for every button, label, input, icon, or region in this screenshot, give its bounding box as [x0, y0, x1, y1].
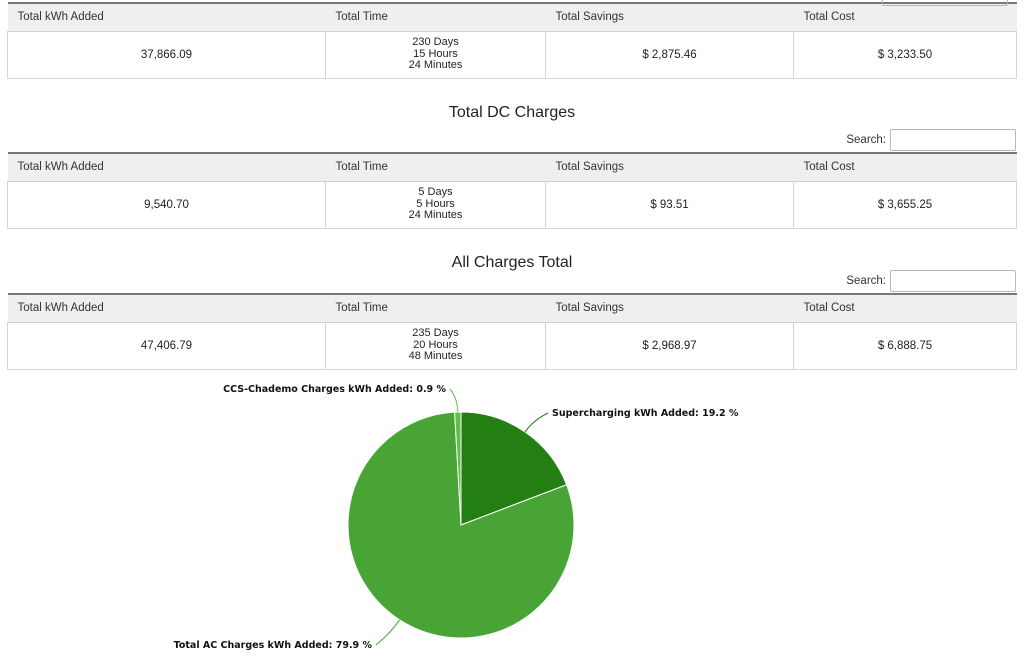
col-header-time[interactable]: Total Time [325, 293, 546, 323]
savings-cell: $ 93.51 [545, 180, 794, 229]
search-label: Search: [846, 134, 886, 146]
cost-cell: $ 3,655.25 [793, 180, 1017, 229]
col-header-kwh[interactable]: Total kWh Added [7, 152, 326, 182]
col-header-savings[interactable]: Total Savings [545, 2, 794, 32]
time-hours: 15 Hours [413, 47, 458, 60]
time-cell: 230 Days 15 Hours 24 Minutes [325, 30, 546, 79]
savings-cell: $ 2,875.46 [545, 30, 794, 79]
ac-totals-table: Total kWh Added Total Time Total Savings… [7, 2, 1017, 79]
time-cell: 5 Days 5 Hours 24 Minutes [325, 180, 546, 229]
col-header-kwh[interactable]: Total kWh Added [7, 293, 326, 323]
search-input-dc[interactable] [890, 129, 1016, 151]
time-minutes: 24 Minutes [408, 59, 463, 72]
pie-slice-label: Total AC Charges kWh Added: 79.9 % [174, 640, 373, 651]
all-totals-table-wrap: Total kWh Added Total Time Total Savings… [7, 293, 1017, 370]
col-header-savings[interactable]: Total Savings [545, 152, 794, 182]
dc-totals-table-wrap: Total kWh Added Total Time Total Savings… [7, 152, 1017, 229]
search-label: Search: [846, 275, 886, 287]
kwh-cell: 9,540.70 [7, 180, 326, 229]
time-days: 230 Days [412, 36, 459, 49]
time-cell: 235 Days 20 Hours 48 Minutes [325, 321, 546, 370]
col-header-cost[interactable]: Total Cost [793, 152, 1017, 182]
pie-label-connector [375, 619, 400, 646]
search-input-all[interactable] [890, 270, 1016, 292]
time-days: 235 Days [412, 327, 459, 340]
pie-label-connector [524, 412, 549, 433]
search-dc: Search: [846, 129, 1016, 151]
time-hours: 20 Hours [413, 338, 458, 351]
col-header-time[interactable]: Total Time [325, 152, 546, 182]
cost-cell: $ 6,888.75 [793, 321, 1017, 370]
col-header-savings[interactable]: Total Savings [545, 293, 794, 323]
top-search-input[interactable] [882, 0, 1008, 6]
savings-cell: $ 2,968.97 [545, 321, 794, 370]
cost-cell: $ 3,233.50 [793, 30, 1017, 79]
time-hours: 5 Hours [416, 197, 455, 210]
pie-label-connector [449, 388, 459, 413]
pie-slice-label: Supercharging kWh Added: 19.2 % [552, 408, 739, 419]
all-totals-table: Total kWh Added Total Time Total Savings… [7, 293, 1017, 370]
section-title-dc: Total DC Charges [448, 104, 576, 121]
pie-slice-label: CCS-Chademo Charges kWh Added: 0.9 % [223, 384, 446, 395]
col-header-cost[interactable]: Total Cost [793, 2, 1017, 32]
ac-totals-table-wrap: Total kWh Added Total Time Total Savings… [7, 0, 1017, 79]
section-title-all: All Charges Total [451, 254, 573, 271]
col-header-time[interactable]: Total Time [325, 2, 546, 32]
time-minutes: 48 Minutes [408, 350, 463, 363]
pie-slice[interactable] [347, 411, 575, 639]
col-header-kwh[interactable]: Total kWh Added [7, 2, 326, 32]
search-all: Search: [846, 270, 1016, 292]
kwh-share-pie-chart: Supercharging kWh Added: 19.2 % Total AC … [174, 384, 739, 651]
table-row: 47,406.79 235 Days 20 Hours 48 Minutes $… [7, 321, 1017, 370]
dc-totals-table: Total kWh Added Total Time Total Savings… [7, 152, 1017, 229]
col-header-cost[interactable]: Total Cost [793, 293, 1017, 323]
table-row: 37,866.09 230 Days 15 Hours 24 Minutes $… [7, 30, 1017, 79]
kwh-cell: 47,406.79 [7, 321, 326, 370]
time-days: 5 Days [418, 186, 453, 199]
time-minutes: 24 Minutes [408, 209, 463, 222]
table-row: 9,540.70 5 Days 5 Hours 24 Minutes $ 93.… [7, 180, 1017, 229]
kwh-cell: 37,866.09 [7, 30, 326, 79]
